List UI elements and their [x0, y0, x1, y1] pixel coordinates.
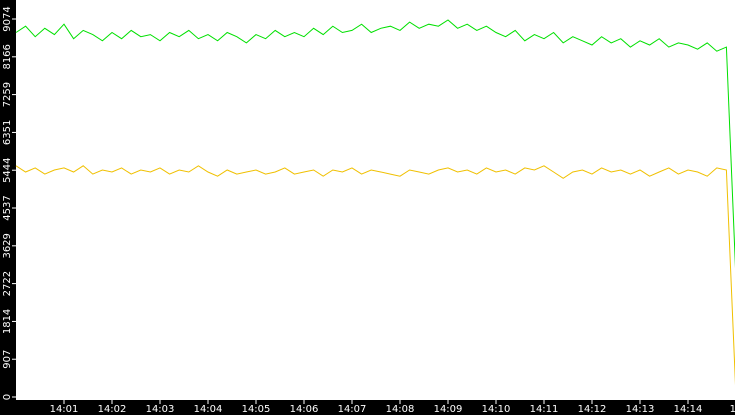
y-tick-label: 2722	[2, 271, 13, 296]
x-tick-label: 14:08	[386, 404, 415, 415]
x-tick-label: 14:14	[674, 404, 703, 415]
x-tick-label: 14:04	[194, 404, 223, 415]
x-tick-label: 14:06	[290, 404, 319, 415]
x-tick-label: 14:05	[242, 404, 271, 415]
y-tick-label: 9074	[2, 6, 13, 31]
x-tick-label: 14:09	[434, 404, 463, 415]
y-tick-label: 1814	[2, 309, 13, 334]
y-tick-label: 907	[2, 350, 13, 369]
x-tick-label: 14:03	[146, 404, 175, 415]
y-tick-label: 0	[2, 394, 13, 400]
x-tick-label: 14	[730, 404, 735, 415]
y-tick-label: 6351	[2, 120, 13, 145]
x-tick-label: 14:10	[482, 404, 511, 415]
x-tick-label: 14:01	[50, 404, 79, 415]
x-tick-label: 14:02	[98, 404, 127, 415]
y-tick-label: 5444	[2, 157, 13, 182]
plot-area	[16, 0, 735, 400]
x-tick-label: 14:13	[626, 404, 655, 415]
y-tick-label: 4537	[2, 195, 13, 220]
x-tick-label: 14:12	[578, 404, 607, 415]
series-line	[15, 19, 735, 269]
x-tick-label: 14:07	[338, 404, 367, 415]
y-tick-label: 8166	[2, 44, 13, 69]
series-line	[15, 165, 735, 386]
y-tick-label: 3629	[2, 233, 13, 258]
y-tick-label: 7259	[2, 82, 13, 107]
x-tick-label: 14:11	[530, 404, 559, 415]
